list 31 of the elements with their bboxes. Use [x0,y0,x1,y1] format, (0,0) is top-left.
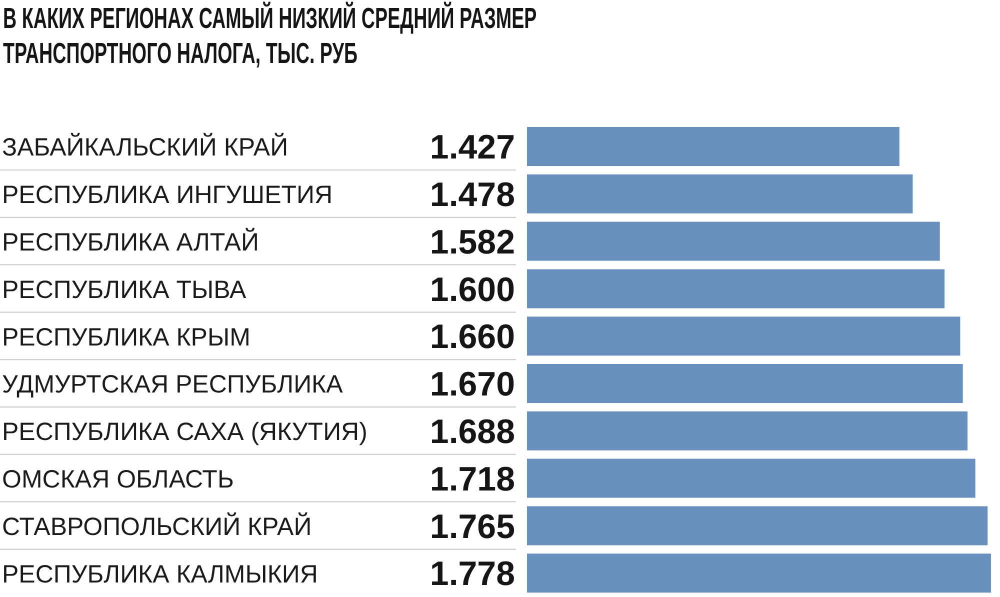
y-tick-label: ОМСКАЯ ОБЛАСТЬ [2,466,234,494]
text: В КАКИХ РЕГИОНАХ САМЫЙ НИЗКИЙ СРЕДНИЙ РАЗМЕР ТРАНСПОРТНОГО НАЛОГА, ТЫС. РУБ [3,2,538,72]
bar [527,411,968,450]
data-label: 1.765 [430,508,515,546]
data-label: 1.478 [430,176,515,214]
bar [527,316,960,356]
y-tick-label: УДМУРТСКАЯ РЕСПУБЛИКА [2,370,344,399]
bar [527,364,963,403]
bar [527,174,913,214]
data-label: 1.600 [430,270,515,309]
y-tick-label: ЗАБАЙКАЛЬСКИЙ КРАЙ [2,132,288,162]
y-tick-label: СТАВРОПОЛЬСКИЙ КРАЙ [2,512,312,541]
bar [527,458,976,498]
y-tick-label: РЕСПУБЛИКА АЛТАЙ [2,228,259,256]
data-label: 1.670 [430,366,515,404]
data-label: 1.718 [430,460,515,498]
bar [527,554,991,593]
data-label: 1.427 [430,128,515,167]
bar [527,269,945,308]
bar [527,127,900,166]
y-tick-label: РЕСПУБЛИКА КАЛМЫКИЯ [2,560,318,588]
y-tick-label: РЕСПУБЛИКА ТЫВА [2,276,246,304]
y-tick-label: РЕСПУБЛИКА КРЫМ [2,323,250,352]
data-label: 1.688 [430,412,515,451]
data-label: 1.582 [430,223,515,262]
y-tick-label: РЕСПУБЛИКА САХА (ЯКУТИЯ) [2,418,368,446]
y-tick-label: РЕСПУБЛИКА ИНГУШЕТИЯ [2,181,333,210]
data-label: 1.660 [430,318,515,356]
bar [527,506,988,546]
bar [527,222,940,261]
data-label: 1.778 [430,555,515,594]
